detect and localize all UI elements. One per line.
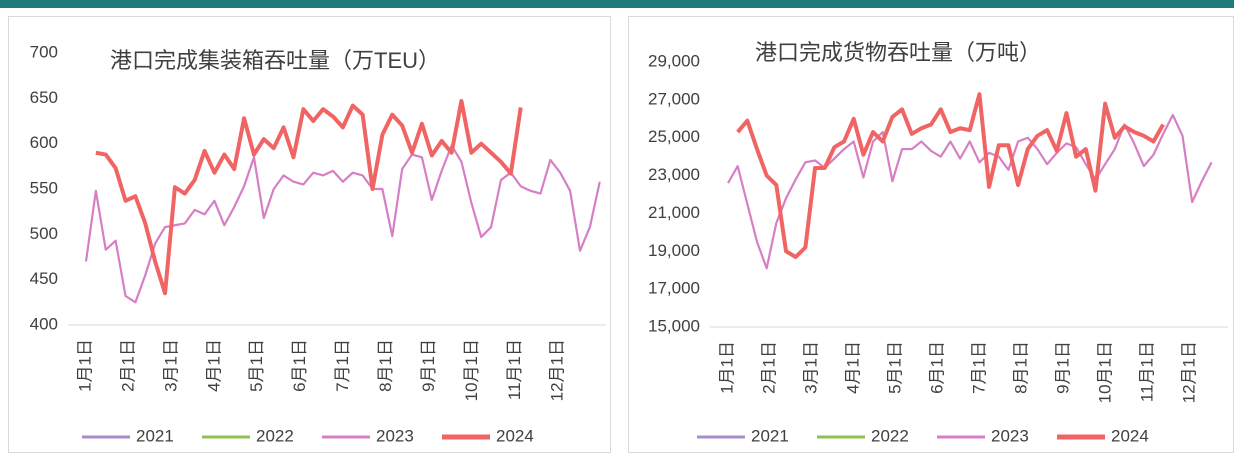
x-tick-label: 3月1日 — [161, 339, 180, 392]
y-tick-label: 400 — [30, 314, 58, 333]
legend-label: 2022 — [256, 426, 294, 445]
y-tick-label: 27,000 — [648, 89, 700, 108]
legend-label: 2021 — [751, 426, 789, 445]
y-tick-label: 550 — [30, 178, 58, 197]
x-tick-label: 5月1日 — [247, 339, 266, 392]
x-tick-label: 10月1日 — [462, 339, 481, 401]
series-line — [84, 144, 601, 304]
x-tick-label: 4月1日 — [204, 339, 223, 392]
legend-label: 2024 — [1111, 426, 1149, 445]
legend-label: 2022 — [871, 426, 909, 445]
series-line — [727, 113, 1213, 270]
y-tick-label: 500 — [30, 224, 58, 243]
y-tick-label: 29,000 — [648, 51, 700, 70]
series-line — [95, 99, 523, 296]
y-tick-label: 21,000 — [648, 203, 700, 222]
x-tick-label: 5月1日 — [886, 341, 905, 394]
y-tick-label: 650 — [30, 88, 58, 107]
top-bar — [0, 0, 1234, 8]
x-tick-label: 8月1日 — [376, 339, 395, 392]
x-tick-label: 11月1日 — [1138, 341, 1157, 402]
x-tick-label: 7月1日 — [333, 339, 352, 392]
legend-label: 2021 — [136, 426, 174, 445]
x-tick-label: 6月1日 — [928, 341, 947, 394]
x-tick-label: 9月1日 — [419, 339, 438, 392]
y-tick-label: 15,000 — [648, 316, 700, 335]
y-tick-label: 25,000 — [648, 127, 700, 146]
y-tick-label: 700 — [30, 42, 58, 61]
x-tick-label: 2月1日 — [118, 339, 137, 392]
y-tick-label: 19,000 — [648, 241, 700, 260]
x-tick-label: 2月1日 — [760, 341, 779, 394]
x-tick-label: 8月1日 — [1012, 341, 1031, 394]
x-tick-label: 11月1日 — [505, 339, 524, 400]
legend-label: 2023 — [376, 426, 414, 445]
chart-title: 港口完成货物吞吐量（万吨） — [755, 40, 1041, 65]
legend-label: 2023 — [991, 426, 1029, 445]
x-tick-label: 10月1日 — [1096, 341, 1115, 403]
y-tick-label: 23,000 — [648, 165, 700, 184]
legend-label: 2024 — [496, 426, 534, 445]
x-tick-label: 1月1日 — [75, 339, 94, 392]
y-tick-label: 450 — [30, 269, 58, 288]
x-tick-label: 7月1日 — [970, 341, 989, 394]
y-tick-label: 600 — [30, 133, 58, 152]
series-line — [736, 92, 1165, 259]
x-tick-label: 1月1日 — [717, 341, 736, 394]
chart-title: 港口完成集装箱吞吐量（万TEU） — [110, 48, 440, 73]
x-tick-label: 12月1日 — [1180, 341, 1199, 403]
y-tick-label: 17,000 — [648, 279, 700, 298]
x-tick-label: 12月1日 — [548, 339, 567, 401]
x-tick-label: 3月1日 — [802, 341, 821, 394]
x-tick-label: 6月1日 — [290, 339, 309, 392]
x-tick-label: 4月1日 — [844, 341, 863, 394]
x-tick-label: 9月1日 — [1054, 341, 1073, 394]
